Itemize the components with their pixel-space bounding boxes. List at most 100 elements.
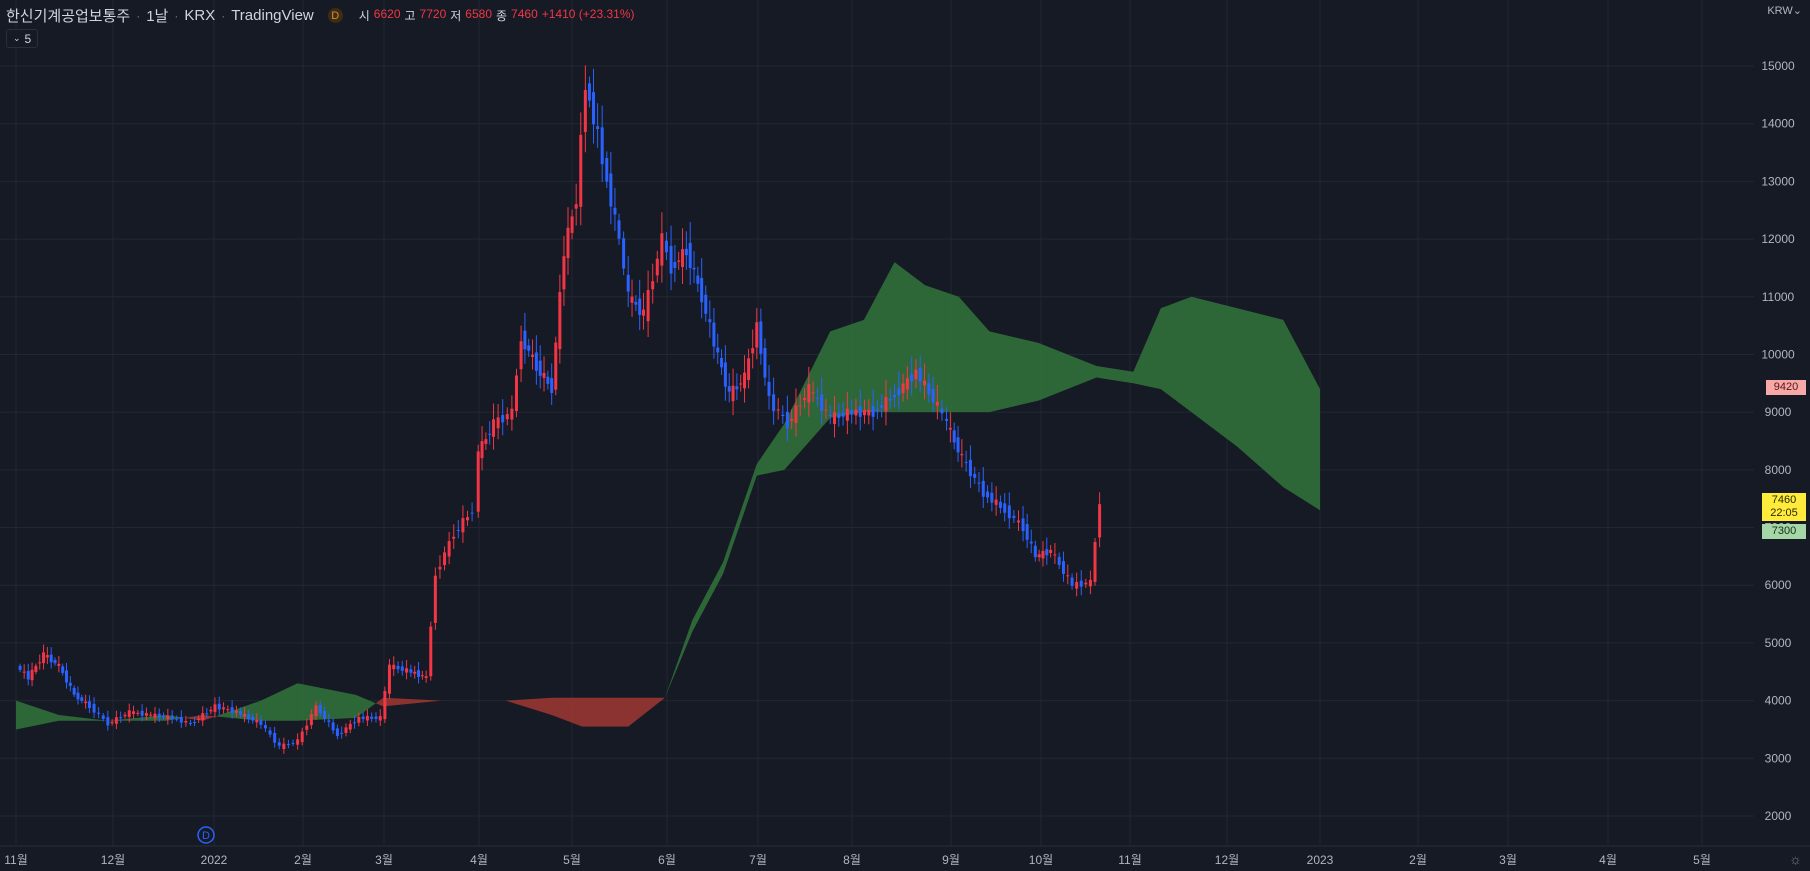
- candle-body: [785, 411, 789, 429]
- candle-body: [747, 358, 751, 381]
- candle-body: [166, 715, 170, 720]
- candle-body: [613, 207, 617, 215]
- candle-body: [1045, 549, 1049, 556]
- open-label: 시: [358, 9, 370, 23]
- candle-body: [981, 480, 985, 497]
- bullish-cloud-area: [16, 700, 185, 730]
- candle-body: [234, 710, 238, 713]
- candle-body: [935, 401, 939, 406]
- y-tick-label: 5000: [1765, 636, 1792, 650]
- header-separator: ·: [136, 8, 141, 23]
- candle-body: [378, 716, 382, 721]
- candle-body: [712, 322, 716, 347]
- candle-body: [175, 718, 179, 720]
- candle-body: [700, 277, 704, 303]
- currency-selector[interactable]: KRW⌄: [1767, 4, 1802, 17]
- candle-body: [323, 710, 327, 719]
- symbol-name[interactable]: 한신기계공업보통주: [6, 8, 131, 25]
- candle-body: [226, 709, 230, 711]
- dividend-marker[interactable]: D: [197, 826, 215, 844]
- candle-body: [300, 731, 304, 743]
- y-tick-label: 9000: [1765, 405, 1792, 419]
- candle-body: [209, 709, 213, 712]
- candle-body: [837, 413, 841, 418]
- bullish-cloud-area: [215, 683, 376, 721]
- candle-body: [600, 127, 604, 165]
- y-tick-label: 11000: [1762, 290, 1795, 304]
- gear-icon[interactable]: ☼: [1789, 851, 1802, 867]
- candle-body: [550, 378, 554, 393]
- candle-body: [53, 659, 57, 664]
- candle-body: [638, 298, 642, 315]
- candle-body: [456, 529, 460, 531]
- candle-body: [574, 204, 578, 209]
- candle-body: [273, 732, 277, 743]
- candle-body: [201, 713, 205, 721]
- market-status-icon[interactable]: D: [327, 8, 343, 23]
- candle-body: [704, 294, 708, 314]
- candle-body: [566, 227, 570, 259]
- candle-body: [314, 705, 318, 717]
- candle-body: [357, 716, 361, 723]
- candle-body: [243, 714, 247, 717]
- candle-body: [716, 347, 720, 353]
- candle-body: [986, 491, 990, 498]
- candle-body: [664, 240, 668, 253]
- candle-body: [277, 742, 281, 746]
- candle-body: [1003, 503, 1007, 513]
- candle-body: [1084, 582, 1088, 585]
- candle-body: [807, 384, 811, 403]
- candle-body: [910, 374, 914, 382]
- candle-body: [1079, 580, 1083, 587]
- candle-body: [1093, 542, 1097, 582]
- bar-countdown: 22:05: [1770, 507, 1798, 519]
- candle-body: [977, 482, 981, 484]
- candle-body: [617, 220, 621, 239]
- indicator-toggle-button[interactable]: ⌄ 5: [6, 29, 39, 48]
- candle-body: [772, 394, 776, 412]
- candle-body: [197, 718, 201, 720]
- candle-body: [80, 697, 84, 701]
- x-tick-label: 10월: [1029, 853, 1053, 867]
- candle-body: [452, 536, 456, 539]
- interval-label[interactable]: 1날: [146, 8, 169, 25]
- candle-body: [268, 730, 272, 735]
- candle-body: [296, 739, 300, 745]
- candle-body: [815, 397, 819, 399]
- bearish-cloud-area: [184, 715, 216, 721]
- candle-body: [811, 392, 815, 394]
- source-label: TradingView: [231, 7, 314, 24]
- candle-body: [144, 713, 148, 716]
- candle-body: [696, 275, 700, 284]
- price-axis[interactable]: 2000300040005000600070008000900010000110…: [1761, 59, 1795, 823]
- candle-body: [30, 669, 34, 681]
- candle-body: [684, 248, 688, 256]
- candle-body: [57, 663, 61, 666]
- y-tick-label: 10000: [1761, 347, 1795, 361]
- candle-body: [92, 703, 96, 713]
- candle-body: [514, 375, 518, 412]
- candle-body: [867, 409, 871, 416]
- y-tick-label: 12000: [1761, 232, 1795, 246]
- candle-body: [1041, 550, 1045, 559]
- candle-body: [596, 126, 600, 130]
- candle-body: [374, 716, 378, 719]
- candle-body: [38, 662, 42, 664]
- candle-body: [893, 394, 897, 398]
- candle-body: [193, 722, 197, 724]
- candle-body: [305, 725, 309, 730]
- candle-body: [845, 408, 849, 421]
- last-price-tag: 7460 22:05: [1762, 493, 1806, 521]
- indicator-count: 5: [24, 31, 32, 46]
- candle-body: [871, 405, 875, 417]
- candle-body: [554, 342, 558, 390]
- candle-body: [688, 242, 692, 268]
- time-axis[interactable]: 11월 12월 2022 2월 3월 4월 5월 6월 7월 8월 9월 10월 11월 12월 2023 2…: [0, 845, 1810, 867]
- currency-label: KRW: [1767, 5, 1793, 17]
- candle-body: [743, 372, 747, 389]
- candle-body: [1049, 549, 1053, 553]
- candle-body: [1025, 524, 1029, 540]
- candle-body: [318, 705, 322, 714]
- candle-body: [720, 357, 724, 368]
